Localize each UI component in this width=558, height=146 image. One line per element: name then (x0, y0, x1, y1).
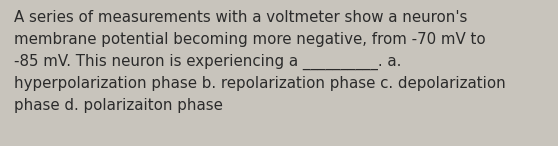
Text: A series of measurements with a voltmeter show a neuron's
membrane potential bec: A series of measurements with a voltmete… (14, 10, 506, 113)
